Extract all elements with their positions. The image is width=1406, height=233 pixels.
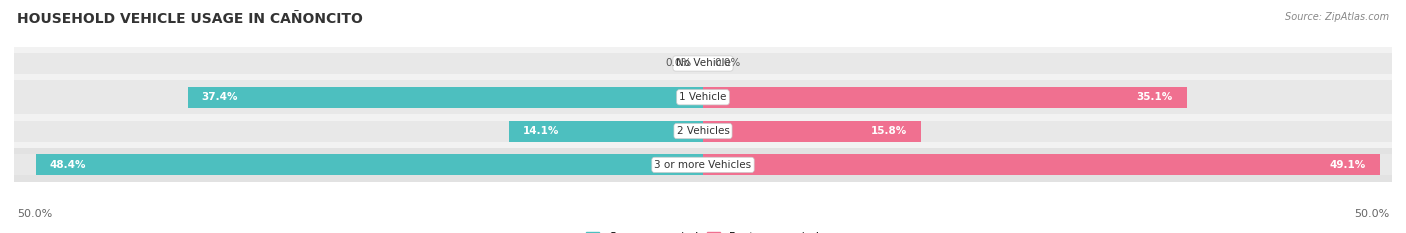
Bar [14,148,1392,182]
Text: HOUSEHOLD VEHICLE USAGE IN CAÑONCITO: HOUSEHOLD VEHICLE USAGE IN CAÑONCITO [17,12,363,26]
Bar [14,53,703,74]
Bar [703,154,1379,175]
Text: 14.1%: 14.1% [523,126,558,136]
Text: 50.0%: 50.0% [1354,209,1389,219]
Bar [14,87,703,108]
Bar [703,87,1392,108]
Text: Source: ZipAtlas.com: Source: ZipAtlas.com [1285,12,1389,22]
Bar [14,121,703,141]
Bar [14,47,1392,80]
Bar [703,154,1392,175]
Text: 2 Vehicles: 2 Vehicles [676,126,730,136]
Bar [37,154,703,175]
Bar [509,121,703,141]
Text: 35.1%: 35.1% [1136,92,1173,102]
Bar [187,87,703,108]
Legend: Owner-occupied, Renter-occupied: Owner-occupied, Renter-occupied [581,227,825,233]
Bar [14,80,1392,114]
Text: 50.0%: 50.0% [17,209,52,219]
Bar [14,154,703,175]
Text: 49.1%: 49.1% [1330,160,1365,170]
Bar [703,53,1392,74]
Text: 48.4%: 48.4% [49,160,86,170]
Bar [14,114,1392,148]
Text: No Vehicle: No Vehicle [675,58,731,69]
Text: 1 Vehicle: 1 Vehicle [679,92,727,102]
Text: 0.0%: 0.0% [714,58,741,69]
Bar [703,87,1187,108]
Text: 3 or more Vehicles: 3 or more Vehicles [654,160,752,170]
Bar [703,121,921,141]
Text: 15.8%: 15.8% [870,126,907,136]
Text: 0.0%: 0.0% [665,58,692,69]
Bar [703,121,1392,141]
Text: 37.4%: 37.4% [201,92,238,102]
